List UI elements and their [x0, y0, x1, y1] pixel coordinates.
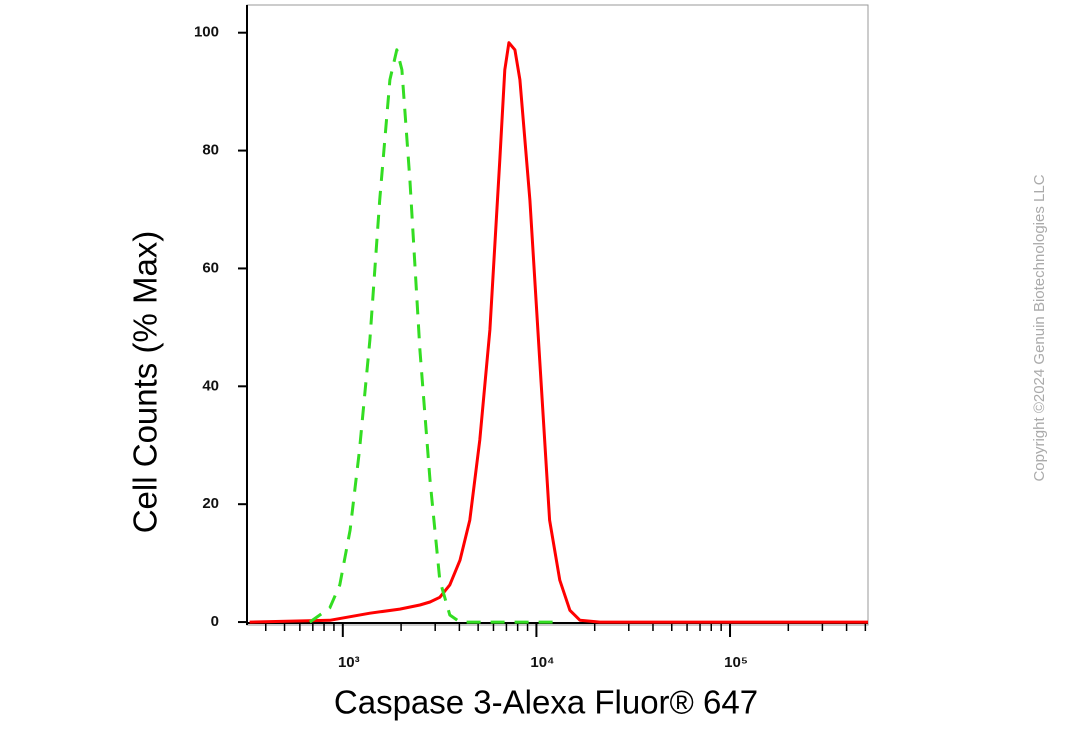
series-line — [249, 41, 868, 624]
y-tick-label: 60 — [202, 259, 219, 276]
y-tick-label: 100 — [194, 24, 219, 41]
y-tick-label: 80 — [202, 142, 219, 159]
x-tick-label: 10³ — [338, 654, 360, 671]
plot-frame — [246, 4, 869, 626]
x-tick-label: 10⁴ — [530, 654, 554, 671]
watermark: Copyright ©2024 Genuin Biotechnologies L… — [1031, 174, 1048, 481]
y-tick-label: 0 — [211, 613, 219, 630]
y-tick-label: 40 — [202, 377, 219, 394]
series-line — [308, 48, 560, 624]
x-tick-label: 10⁵ — [724, 654, 748, 671]
y-tick-label: 20 — [202, 495, 219, 512]
y-axis-label: Cell Counts (% Max) — [127, 231, 164, 534]
x-axis-label: Caspase 3-Alexa Fluor® 647 — [334, 684, 758, 721]
